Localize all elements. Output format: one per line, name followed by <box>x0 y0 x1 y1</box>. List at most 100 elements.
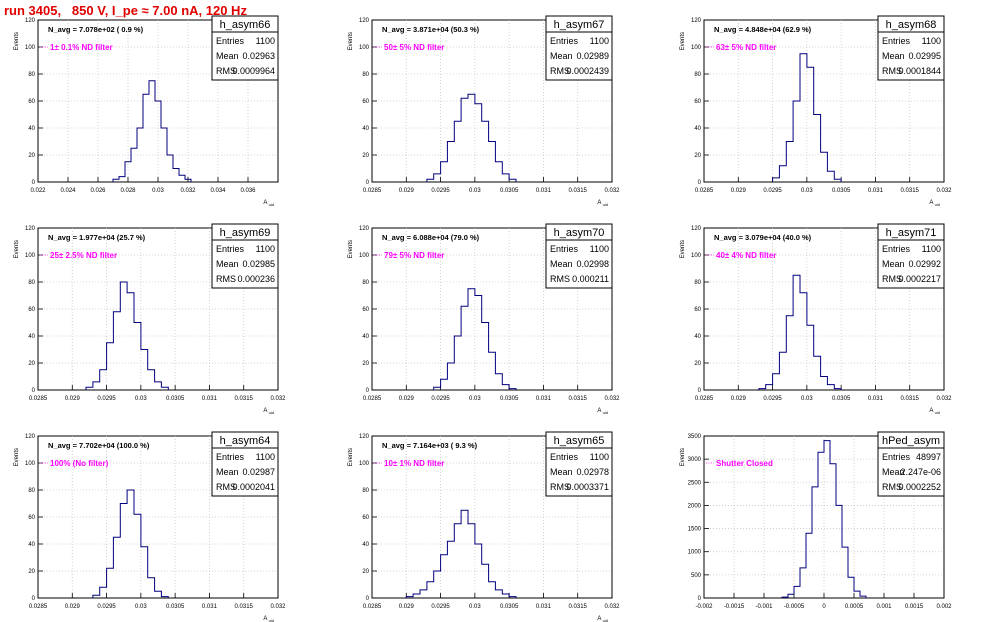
stats-entries-value: 1100 <box>256 36 275 46</box>
x-axis-title-subscript: uid <box>603 202 608 207</box>
y-axis-title: Events <box>14 32 20 50</box>
y-axis-title: Events <box>348 448 354 466</box>
y-tick-label: 80 <box>694 72 701 78</box>
x-tick-label: 0.03 <box>801 188 813 194</box>
n-avg-label: N_avg = 7.078e+02 ( 0.9 %) <box>48 25 144 34</box>
x-tick-label: 0.032 <box>936 188 952 194</box>
histogram-series <box>405 509 517 598</box>
stats-rms-value: 0.000236 <box>237 274 275 284</box>
y-tick-label: 80 <box>28 488 35 494</box>
x-tick-label: 0.0285 <box>363 396 382 402</box>
y-tick-label: 60 <box>362 515 369 521</box>
stats-name: h_asym70 <box>554 227 605 239</box>
x-axis-title: A uid <box>929 408 940 415</box>
filter-label: 1± 0.1% ND filter <box>50 43 113 52</box>
y-tick-label: 3500 <box>688 434 702 440</box>
x-tick-label: 0.031 <box>202 396 218 402</box>
x-tick-label: -0.0005 <box>784 604 805 610</box>
x-axis-title-subscript: uid <box>269 410 274 415</box>
y-tick-label: 0 <box>366 388 370 394</box>
x-axis-title: A uid <box>597 408 608 415</box>
x-tick-label: 0.029 <box>731 396 747 402</box>
x-tick-label: 0.03 <box>135 396 147 402</box>
x-tick-label: -0.001 <box>755 604 773 610</box>
filter-label: 63± 5% ND filter <box>716 43 776 52</box>
stats-name: h_asym67 <box>554 19 605 31</box>
x-tick-label: 0.0295 <box>763 396 782 402</box>
stats-mean-value: 0.02995 <box>908 51 941 61</box>
filter-label: 25± 2.5% ND filter <box>50 251 117 260</box>
x-tick-label: 0.0285 <box>695 188 714 194</box>
x-tick-label: 0.026 <box>90 188 106 194</box>
x-tick-label: 0.029 <box>65 604 81 610</box>
y-tick-label: 100 <box>25 461 36 467</box>
y-tick-label: 3000 <box>688 457 702 463</box>
x-tick-label: 0.029 <box>731 188 747 194</box>
x-axis-title-subscript: uid <box>935 410 940 415</box>
x-tick-label: 0.0285 <box>363 188 382 194</box>
stats-name: h_asym69 <box>220 227 271 239</box>
y-tick-label: 120 <box>25 226 36 232</box>
stats-mean-value: 0.02985 <box>242 259 275 269</box>
x-axis-title: A uid <box>263 616 274 622</box>
y-tick-label: 20 <box>28 361 35 367</box>
x-tick-label: 0 <box>822 604 826 610</box>
x-tick-label: 0.031 <box>536 396 552 402</box>
stats-entries-label: Entries <box>550 452 579 462</box>
y-tick-label: 60 <box>362 307 369 313</box>
x-axis-title: A uid <box>929 200 940 207</box>
stats-box <box>211 15 279 81</box>
y-tick-label: 100 <box>359 253 370 259</box>
n-avg-label: N_avg = 7.702e+04 (100.0 %) <box>48 441 150 450</box>
y-tick-label: 20 <box>362 153 369 159</box>
n-avg-label: N_avg = 7.164e+03 ( 9.3 %) <box>382 441 478 450</box>
stats-box <box>545 15 613 81</box>
x-tick-label: 0.034 <box>210 188 226 194</box>
y-tick-label: 0 <box>698 596 702 602</box>
stats-box <box>545 223 613 289</box>
y-tick-label: 40 <box>28 126 35 132</box>
y-axis-title: Events <box>680 240 686 258</box>
stats-name: h_asym65 <box>554 435 605 447</box>
x-tick-label: 0.024 <box>60 188 76 194</box>
y-tick-label: 0 <box>698 388 702 394</box>
stats-entries-label: Entries <box>882 36 911 46</box>
stats-entries-value: 1100 <box>256 452 275 462</box>
stats-entries-label: Entries <box>216 452 245 462</box>
y-tick-label: 80 <box>362 72 369 78</box>
stats-rms-value: 0.000211 <box>572 274 609 284</box>
stats-rms-value: 0.0009964 <box>232 66 275 76</box>
n-avg-label: N_avg = 6.088e+04 (79.0 %) <box>382 233 480 242</box>
x-tick-label: 0.0305 <box>832 396 851 402</box>
y-tick-label: 100 <box>359 45 370 51</box>
stats-mean-value: 0.02963 <box>242 51 275 61</box>
histogram-series <box>426 93 517 182</box>
stats-rms-label: RMS <box>882 482 902 492</box>
page-title: run 3405, 850 V, I_pe ≈ 7.00 nA, 120 Hz <box>4 3 247 18</box>
stats-mean-value: 0.02992 <box>908 259 941 269</box>
y-tick-label: 120 <box>691 226 702 232</box>
stats-entries-value: 1100 <box>590 452 609 462</box>
stats-name: h_asym66 <box>220 19 271 31</box>
y-tick-label: 40 <box>28 334 35 340</box>
x-tick-label: 0.03 <box>135 604 147 610</box>
y-tick-label: 40 <box>694 126 701 132</box>
x-tick-label: 0.0315 <box>569 188 588 194</box>
x-axis-title-subscript: uid <box>269 618 274 622</box>
y-tick-label: 20 <box>28 153 35 159</box>
filter-label: 10± 1% ND filter <box>384 459 444 468</box>
stats-rms-label: RMS <box>882 274 902 284</box>
stats-name: h_asym68 <box>886 19 937 31</box>
stats-entries-value: 48997 <box>916 452 941 462</box>
y-axis-title: Events <box>14 448 20 466</box>
stats-rms-value: 0.0002252 <box>898 482 941 492</box>
x-tick-label: 0.032 <box>270 604 286 610</box>
filter-label: 100% (No filter) <box>50 459 109 468</box>
n-avg-label: N_avg = 3.079e+04 (40.0 %) <box>714 233 812 242</box>
x-axis-title-subscript: uid <box>269 202 274 207</box>
x-tick-label: 0.0295 <box>763 188 782 194</box>
stats-mean-label: Mean <box>882 259 905 269</box>
stats-entries-label: Entries <box>216 36 245 46</box>
y-tick-label: 2500 <box>688 480 702 486</box>
